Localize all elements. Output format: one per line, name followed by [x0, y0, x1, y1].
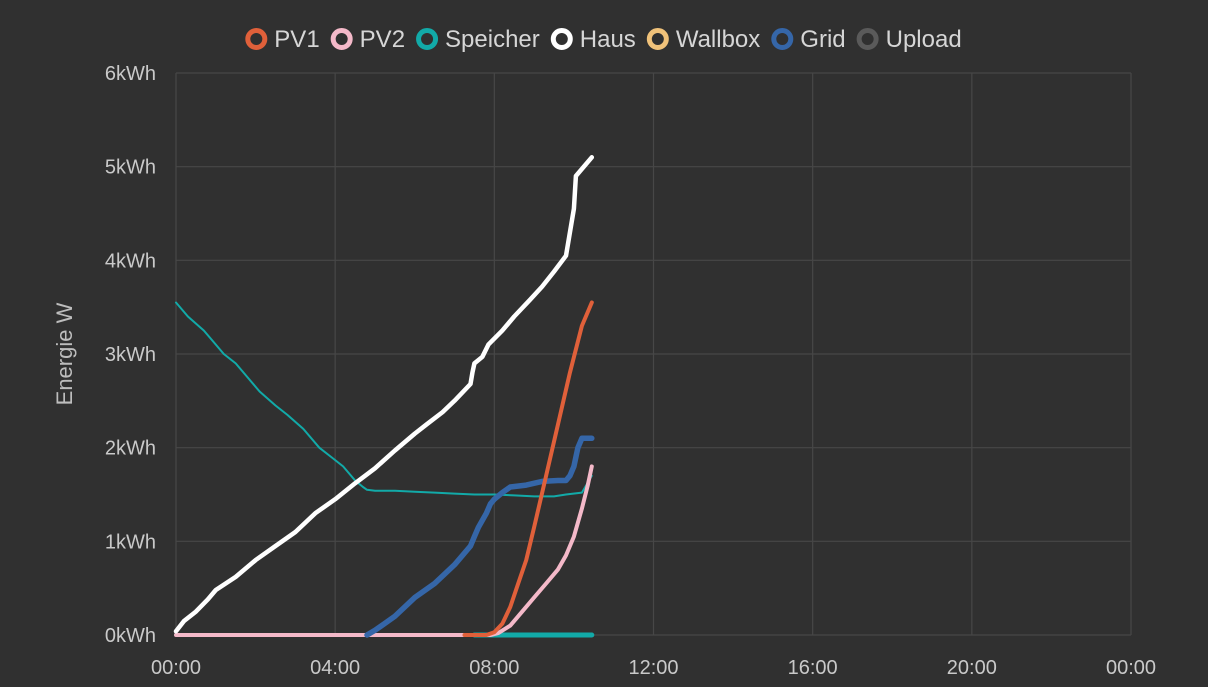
legend-marker	[646, 28, 669, 50]
legend-label: Grid	[800, 26, 845, 53]
series-lines	[173, 155, 595, 638]
y-tick-label: 2kWh	[105, 438, 156, 460]
legend-marker	[245, 28, 268, 50]
legend-marker	[416, 28, 439, 50]
legend-label: PV2	[360, 26, 405, 53]
legend-item-grid[interactable]: Grid	[771, 26, 846, 53]
legend-item-haus[interactable]: Haus	[550, 26, 636, 53]
series-line-pv2	[174, 464, 594, 637]
y-tick-label: 4kWh	[105, 250, 156, 272]
series-line-speicher	[175, 301, 593, 498]
legend-item-pv1[interactable]: PV1	[245, 26, 320, 53]
legend-label: Upload	[886, 26, 962, 53]
legend-label: Wallbox	[676, 26, 760, 53]
legend-marker	[330, 28, 353, 50]
y-tick-label: 6kWh	[105, 63, 156, 85]
x-tick-label: 00:00	[151, 657, 201, 679]
x-tick-label: 00:00	[1106, 657, 1156, 679]
y-axis-label: Energie W	[52, 302, 77, 405]
x-tick-label: 08:00	[469, 657, 519, 679]
x-tick-labels: 00:00 04:00 08:00 12:00 16:00 20:00 00:00	[151, 657, 1156, 679]
grid-lines	[175, 72, 1132, 636]
x-tick-label: 12:00	[628, 657, 678, 679]
series-line-pv1	[462, 300, 594, 637]
series-line-haus	[173, 155, 595, 634]
legend-label: PV1	[274, 26, 319, 53]
legend-marker	[550, 28, 573, 50]
y-tick-label: 5kWh	[105, 157, 156, 179]
series-line-grid	[364, 435, 595, 638]
legend-label: Speicher	[445, 26, 540, 53]
legend-marker	[771, 28, 794, 50]
x-tick-label: 20:00	[947, 657, 997, 679]
legend-item-pv2[interactable]: PV2	[330, 26, 405, 53]
y-tick-label: 1kWh	[105, 531, 156, 553]
y-tick-labels: 0kWh 1kWh 2kWh 3kWh 4kWh 5kWh 6kWh	[105, 63, 156, 647]
legend-item-speicher[interactable]: Speicher	[416, 26, 540, 53]
legend-label: Haus	[580, 26, 636, 53]
legend-item-upload[interactable]: Upload	[856, 26, 962, 53]
y-tick-label: 3kWh	[105, 344, 156, 366]
x-tick-label: 04:00	[310, 657, 360, 679]
legend-item-wallbox[interactable]: Wallbox	[646, 26, 760, 53]
y-tick-label: 0kWh	[105, 625, 156, 647]
legend[interactable]: PV1 PV2 Speicher Haus Wallbox Grid Upload	[245, 26, 962, 53]
x-tick-label: 16:00	[788, 657, 838, 679]
legend-marker	[856, 28, 879, 50]
